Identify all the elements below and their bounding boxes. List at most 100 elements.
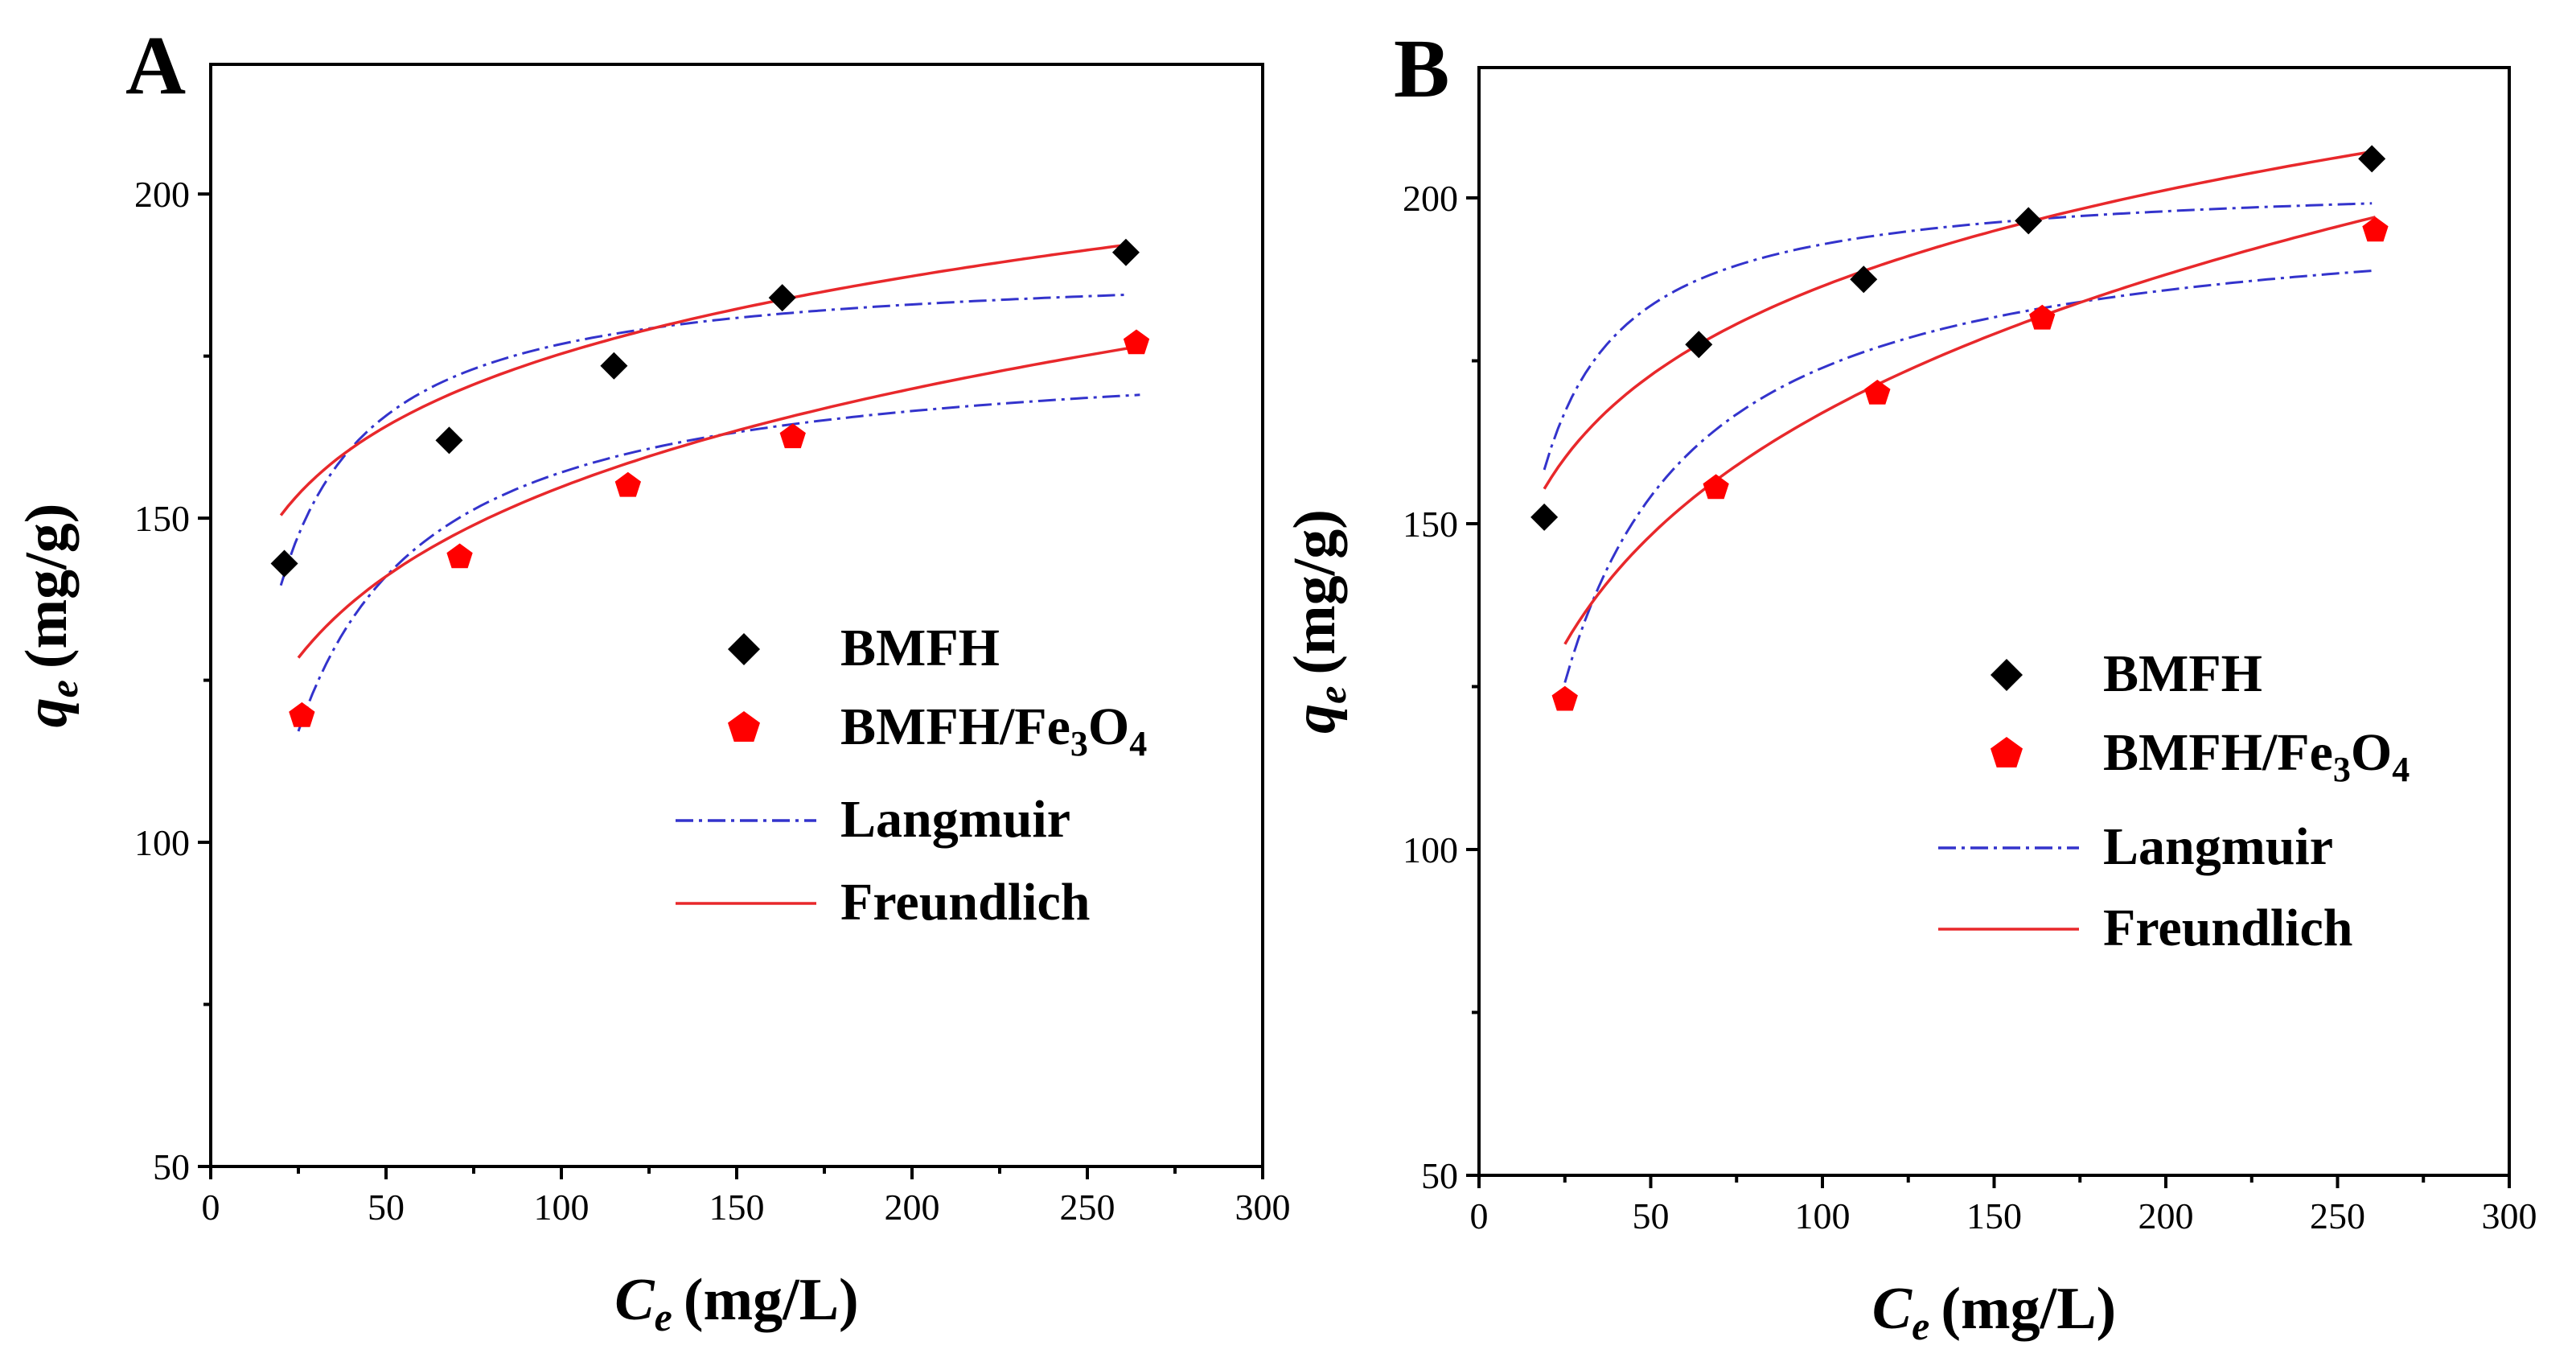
text-span: e: [655, 1294, 672, 1339]
freundlich-fit-line: [1543, 150, 2373, 490]
text-span: 4: [1129, 724, 1147, 763]
data-point-pentagon: [446, 543, 473, 569]
x-tick-label: 0: [202, 1187, 220, 1228]
data-point-diamond: [1850, 265, 1878, 294]
text-span: C: [614, 1267, 655, 1333]
plot-frame: [209, 63, 1264, 1168]
x-tick-label: 200: [2138, 1195, 2194, 1236]
series-bmfh-fe3o4: [1551, 216, 2389, 711]
data-point-pentagon: [1123, 329, 1150, 355]
text-span: (mg/L): [1941, 1276, 2116, 1342]
data-point-diamond: [600, 352, 628, 380]
legend-label: Langmuir: [2103, 817, 2333, 876]
y-tick-label: 200: [1403, 178, 1458, 219]
y-tick-label: 150: [134, 498, 190, 539]
data-point-diamond: [270, 549, 298, 578]
text-span: q: [14, 697, 80, 727]
x-tick-label: 250: [2310, 1195, 2365, 1236]
data-point-pentagon: [1864, 380, 1891, 405]
legend-label: Freundlich: [2103, 899, 2353, 957]
x-tick-label: 50: [368, 1187, 405, 1228]
legend-label: BMFH/Fe3O4: [2103, 723, 2410, 789]
x-tick-label: 100: [534, 1187, 590, 1228]
legend-label: Langmuir: [840, 790, 1070, 849]
y-tick-label: 200: [134, 174, 190, 215]
legend-marker-pentagon: [728, 711, 760, 742]
data-point-diamond: [2358, 145, 2386, 173]
langmuir-fit-line: [279, 293, 1130, 586]
legend-label: BMFH: [2103, 644, 2262, 703]
text-span: (mg/g): [1282, 509, 1348, 675]
x-tick-label: 250: [1060, 1187, 1115, 1228]
fit-curves: [1543, 150, 2376, 683]
y-tick-label: 50: [153, 1146, 190, 1187]
x-tick-label: 300: [2482, 1195, 2537, 1236]
text-span: 4: [2392, 750, 2410, 789]
x-tick-label: 0: [1470, 1195, 1489, 1236]
x-tick-label: 300: [1235, 1187, 1291, 1228]
data-point-diamond: [1685, 331, 1713, 359]
freundlich-fit-line: [1563, 216, 2376, 645]
legend-label: BMFH/Fe3O4: [840, 697, 1147, 763]
data-point-diamond: [2015, 207, 2043, 235]
text-span: 3: [2333, 750, 2351, 789]
x-tick-label: 100: [1795, 1195, 1851, 1236]
data-point-pentagon: [614, 471, 641, 497]
y-tick-label: 150: [1403, 504, 1458, 545]
data-point-pentagon: [2029, 304, 2056, 330]
data-point-pentagon: [2362, 216, 2389, 242]
text-span: 3: [1070, 724, 1088, 763]
text-span: Freundlich: [840, 873, 1091, 932]
x-tick-label: 150: [1966, 1195, 2022, 1236]
x-axis-title: Ce (mg/L): [1872, 1276, 2116, 1348]
data-point-diamond: [435, 426, 463, 455]
legend-marker-pentagon: [1991, 737, 2023, 767]
text-span: BMFH: [2103, 644, 2262, 703]
text-span: Freundlich: [2103, 899, 2353, 957]
data-point-diamond: [768, 284, 796, 312]
text-span: e: [1309, 686, 1354, 704]
fit-curves: [279, 243, 1140, 732]
text-span: BMFH: [840, 619, 1000, 677]
legend-label: BMFH: [840, 619, 1000, 677]
text-span: BMFH/Fe: [840, 697, 1070, 756]
freundlich-fit-line: [297, 344, 1140, 659]
legend: BMFH BMFH/Fe3O4 Langmuir Freundlich: [676, 619, 1147, 932]
legend-marker-diamond: [728, 633, 760, 665]
x-axis-title: Ce (mg/L): [614, 1267, 858, 1339]
text-span: O: [1088, 697, 1129, 756]
text-span: C: [1872, 1276, 1913, 1342]
langmuir-fit-line: [1543, 202, 2373, 471]
y-tick-label: 100: [1403, 829, 1458, 870]
y-axis-title: qe (mg/g): [1282, 509, 1354, 734]
y-axis-title: qe (mg/g): [14, 504, 86, 728]
data-point-diamond: [1530, 503, 1559, 531]
text-span: BMFH/Fe: [2103, 723, 2333, 782]
text-span: q: [1282, 704, 1348, 734]
data-point-pentagon: [1551, 685, 1578, 711]
legend-marker-diamond: [1991, 659, 2023, 691]
legend-label: Freundlich: [840, 873, 1091, 932]
series-bmfh: [1530, 145, 2386, 531]
panel-label: B: [1394, 23, 1449, 115]
langmuir-fit-line: [1563, 269, 2376, 683]
data-point-pentagon: [289, 701, 315, 727]
plot-frame: [1477, 66, 2511, 1177]
text-span: Langmuir: [840, 790, 1070, 849]
text-span: (mg/L): [684, 1267, 859, 1333]
y-tick-label: 100: [134, 822, 190, 863]
x-tick-label: 50: [1633, 1195, 1670, 1236]
freundlich-fit-line: [279, 243, 1130, 516]
text-span: e: [1912, 1303, 1929, 1348]
data-point-pentagon: [779, 423, 806, 449]
panel-label: A: [125, 19, 186, 112]
text-span: Langmuir: [2103, 817, 2333, 876]
text-span: e: [41, 680, 86, 697]
series-bmfh-fe3o4: [289, 329, 1150, 727]
data-point-pentagon: [1703, 474, 1729, 500]
text-span: (mg/g): [14, 504, 80, 669]
x-tick-label: 150: [709, 1187, 765, 1228]
